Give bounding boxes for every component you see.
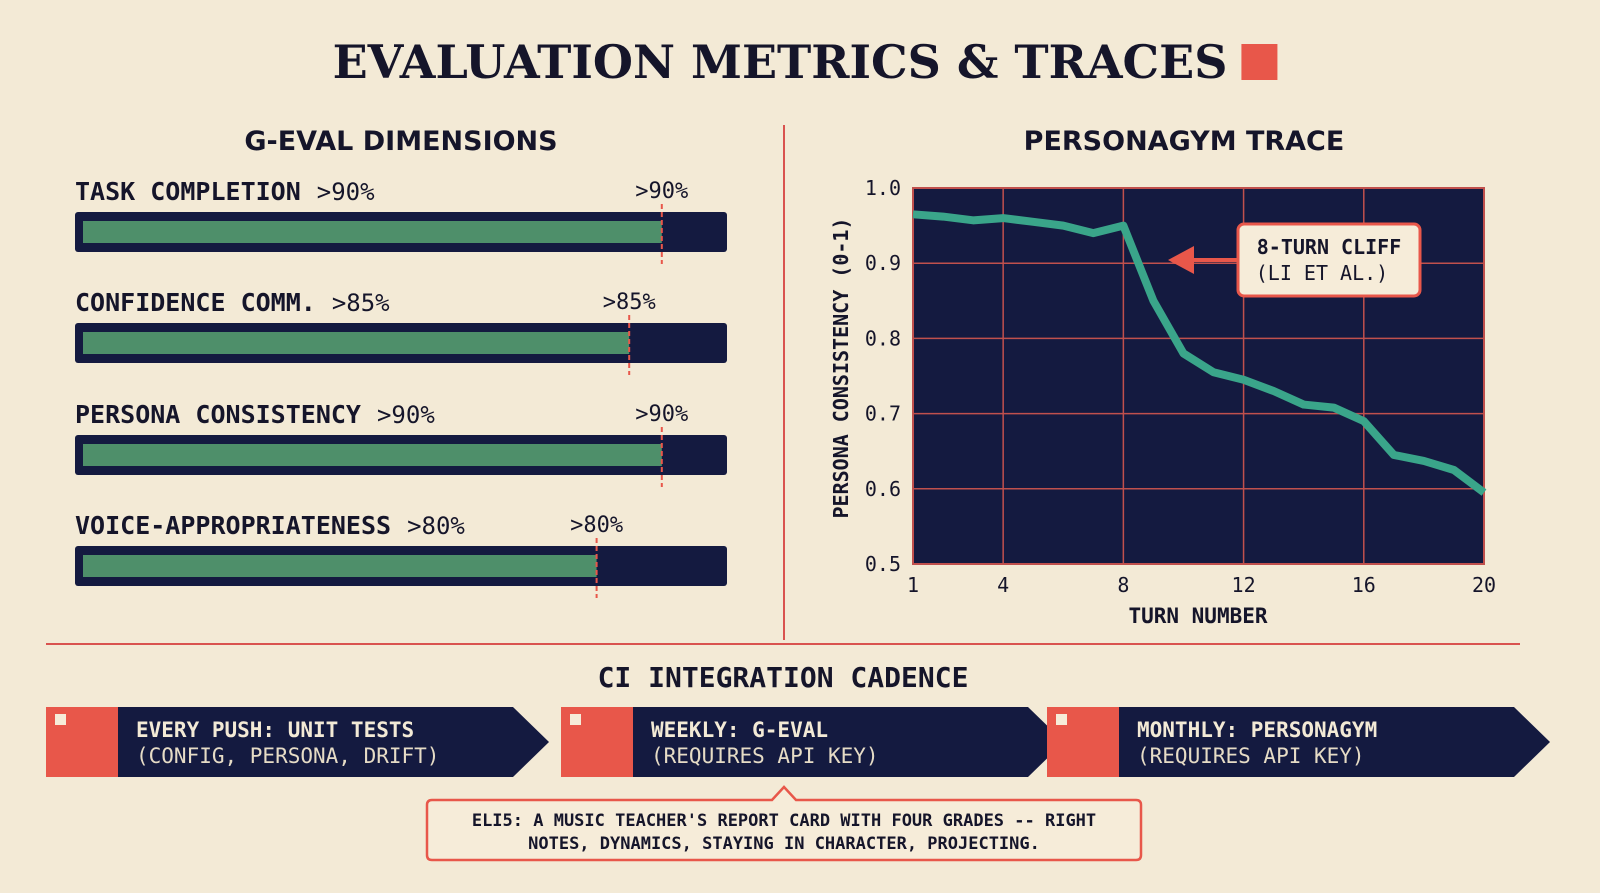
step-title: WEEKLY: G-EVAL: [651, 718, 828, 742]
step-dot: [55, 714, 66, 725]
metric-target: >85%: [332, 289, 390, 317]
y-tick-label: 0.7: [865, 402, 901, 426]
step-chevron: [118, 707, 549, 777]
title-mark: [1241, 44, 1278, 80]
bar: [83, 555, 597, 577]
x-tick-label: 4: [997, 573, 1009, 597]
annotation-arrowhead: [1168, 246, 1194, 274]
annotation-box: [1236, 222, 1422, 298]
trace-line: [912, 210, 1487, 496]
target-label: >90%: [635, 402, 688, 427]
eli5-text: ELI5: A MUSIC TEACHER'S REPORT CARD WITH…: [472, 811, 1096, 831]
metric-label: VOICE-APPROPRIATENESS: [75, 511, 391, 540]
step-detail: (REQUIRES API KEY): [1137, 744, 1365, 768]
annotation-text: (LI ET AL.): [1256, 261, 1388, 285]
target-label: >90%: [635, 179, 688, 204]
eli5-text: NOTES, DYNAMICS, STAYING IN CHARACTER, P…: [528, 834, 1040, 854]
y-tick-label: 0.6: [865, 477, 901, 501]
x-tick-label: 12: [1232, 573, 1256, 597]
main-title: EVALUATION METRICS & TRACES: [333, 35, 1228, 89]
metric-target: >80%: [407, 512, 465, 540]
y-tick-label: 0.8: [865, 326, 901, 350]
step-detail: (CONFIG, PERSONA, DRIFT): [136, 744, 439, 768]
metric-label: TASK COMPLETION: [75, 177, 301, 206]
metric-label: PERSONA CONSISTENCY: [75, 400, 361, 429]
step-chevron: [633, 707, 1064, 777]
eli5-box: [425, 785, 1143, 862]
bar: [83, 221, 662, 243]
x-tick-label: 1: [907, 573, 919, 597]
metric-target: >90%: [317, 178, 375, 206]
section-title: CI INTEGRATION CADENCE: [598, 661, 969, 694]
x-tick-label: 8: [1117, 573, 1129, 597]
x-tick-label: 20: [1472, 573, 1496, 597]
step-chevron: [1119, 707, 1550, 777]
metric-target: >90%: [377, 401, 435, 429]
plot-frame: [912, 187, 1485, 565]
bar: [83, 444, 662, 466]
step-dot: [570, 714, 581, 725]
x-axis-label: TURN NUMBER: [1128, 604, 1267, 628]
panel-title: G-EVAL DIMENSIONS: [244, 126, 557, 157]
metric-label: CONFIDENCE COMM.: [75, 288, 316, 317]
target-label: >85%: [603, 290, 656, 315]
step-dot: [1056, 714, 1067, 725]
y-tick-label: 0.9: [865, 251, 901, 275]
y-axis-label: PERSONA CONSISTENCY (0-1): [829, 217, 853, 518]
target-label: >80%: [570, 513, 623, 538]
step-title: MONTHLY: PERSONAGYM: [1137, 718, 1377, 742]
step-title: EVERY PUSH: UNIT TESTS: [136, 718, 414, 742]
y-tick-label: 0.5: [865, 552, 901, 576]
step-detail: (REQUIRES API KEY): [651, 744, 879, 768]
x-tick-label: 16: [1352, 573, 1376, 597]
y-tick-label: 1.0: [865, 176, 901, 200]
panel-title: PERSONAGYM TRACE: [1024, 126, 1345, 157]
annotation-text: 8-TURN CLIFF: [1257, 235, 1402, 259]
bar: [83, 332, 630, 354]
